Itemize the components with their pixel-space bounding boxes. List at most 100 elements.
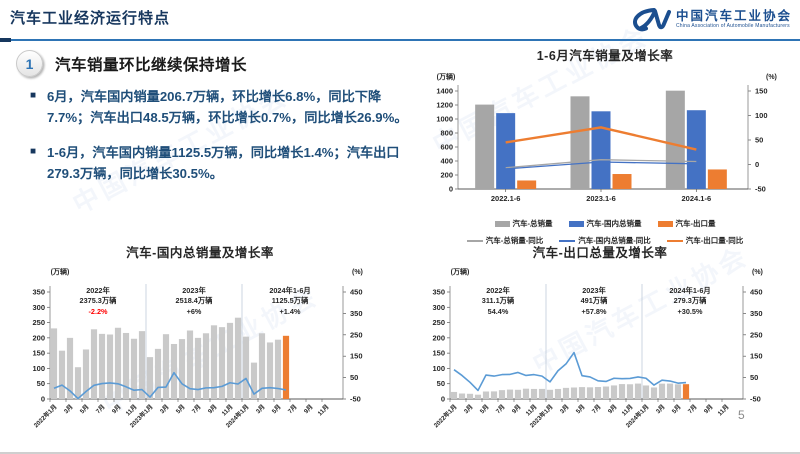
svg-text:11月: 11月 [220, 403, 235, 418]
svg-text:250: 250 [432, 318, 445, 327]
chart-export-monthly: 汽车-出口总量及增长率 0 50 100 150 200 250 300 350 -50 50 15… [404, 242, 796, 444]
legend-item: 汽车-总销量 [494, 218, 553, 230]
svg-text:50: 50 [755, 136, 763, 145]
svg-text:1000: 1000 [436, 115, 453, 124]
svg-text:9月: 9月 [702, 403, 714, 415]
svg-text:5月: 5月 [270, 403, 282, 415]
svg-text:+30.5%: +30.5% [678, 307, 703, 316]
legend-label: 汽车-出口量-同比 [685, 236, 744, 245]
svg-text:0: 0 [449, 185, 453, 194]
svg-text:(万辆): (万辆) [451, 267, 470, 276]
legend-swatch [657, 221, 673, 227]
svg-text:50: 50 [437, 379, 445, 388]
header-divider [0, 39, 800, 41]
section-number-badge: 1 [16, 50, 43, 77]
svg-text:54.4%: 54.4% [488, 307, 509, 316]
svg-text:2024年1-6月: 2024年1-6月 [269, 286, 310, 295]
svg-text:+1.4%: +1.4% [280, 307, 301, 316]
svg-text:200: 200 [440, 171, 453, 180]
svg-text:491万辆: 491万辆 [581, 296, 608, 305]
svg-text:1125.5万辆: 1125.5万辆 [272, 296, 309, 305]
legend-swatch [494, 221, 510, 227]
svg-text:1200: 1200 [436, 101, 453, 110]
svg-text:0: 0 [755, 160, 759, 169]
svg-text:(万辆): (万辆) [437, 72, 456, 81]
svg-text:11月: 11月 [620, 403, 635, 418]
svg-text:5月: 5月 [574, 403, 586, 415]
svg-text:100: 100 [432, 364, 445, 373]
legend-item: 汽车-国内总销量 [568, 218, 642, 230]
svg-text:+6%: +6% [187, 307, 202, 316]
svg-text:150: 150 [350, 352, 363, 361]
svg-text:50: 50 [350, 373, 358, 382]
svg-text:9月: 9月 [510, 403, 522, 415]
chart-title: 汽车-国内总销量及增长率 [126, 246, 274, 260]
svg-text:200: 200 [432, 333, 445, 342]
legend-swatch [559, 240, 576, 242]
svg-text:2022年1月: 2022年1月 [32, 403, 59, 430]
svg-text:3月: 3月 [62, 403, 74, 415]
svg-text:250: 250 [350, 330, 363, 339]
svg-text:3月: 3月 [654, 403, 666, 415]
svg-text:3月: 3月 [558, 403, 570, 415]
legend-item: 汽车-总销量-同比 [466, 235, 544, 247]
chart-canvas: 0 50 100 150 200 250 300 350 -50 50 150 250 350 450 (万… [432, 267, 763, 429]
svg-text:5月: 5月 [670, 403, 682, 415]
svg-text:400: 400 [440, 157, 453, 166]
svg-text:350: 350 [750, 309, 763, 318]
svg-text:9月: 9月 [206, 403, 218, 415]
svg-text:2023年: 2023年 [182, 286, 206, 295]
svg-text:2023.1-6: 2023.1-6 [586, 194, 616, 203]
chart-domestic-monthly: 汽车-国内总销量及增长率 0 50 100 150 200 250 300 350 -50 50 1… [4, 242, 396, 444]
svg-text:2022年: 2022年 [86, 286, 110, 295]
svg-text:+57.8%: +57.8% [582, 307, 607, 316]
bullet-item: 6月，汽车国内销量206.7万辆，环比增长6.8%，同比下降7.7%；汽车出口4… [30, 86, 416, 129]
svg-text:11月: 11月 [524, 403, 539, 418]
svg-text:200: 200 [32, 333, 45, 342]
svg-text:1400: 1400 [436, 87, 453, 96]
svg-text:300: 300 [432, 303, 445, 312]
svg-text:5月: 5月 [478, 403, 490, 415]
page-number: 5 [738, 408, 745, 422]
svg-text:311.1万辆: 311.1万辆 [482, 296, 515, 305]
legend-swatch [666, 240, 683, 242]
svg-text:450: 450 [750, 288, 763, 297]
svg-text:250: 250 [32, 318, 45, 327]
svg-text:-2.2%: -2.2% [88, 307, 108, 316]
svg-text:2024年1-6月: 2024年1-6月 [669, 286, 710, 295]
svg-text:2518.4万辆: 2518.4万辆 [176, 296, 214, 305]
svg-text:300: 300 [32, 303, 45, 312]
legend-label: 汽车-总销量 [512, 219, 553, 228]
legend-label: 汽车-出口量 [675, 219, 716, 228]
svg-text:2375.3万辆: 2375.3万辆 [80, 296, 118, 305]
logo-org-name: 中国汽车工业协会 [675, 9, 792, 24]
svg-text:2023年: 2023年 [582, 286, 606, 295]
legend-item: 汽车-国内总销量-同比 [559, 235, 651, 247]
svg-text:(%): (%) [352, 269, 363, 276]
svg-text:3月: 3月 [254, 403, 266, 415]
svg-text:5月: 5月 [174, 403, 186, 415]
bullet-list: 6月，汽车国内销量206.7万辆，环比增长6.8%，同比下降7.7%；汽车出口4… [30, 86, 416, 198]
svg-text:150: 150 [755, 87, 768, 96]
svg-text:150: 150 [432, 349, 445, 358]
svg-text:2024.1-6: 2024.1-6 [682, 194, 712, 203]
svg-text:100: 100 [755, 111, 768, 120]
chart-canvas: 0 50 100 150 200 250 300 350 -50 50 150 250 350 450 (万… [32, 267, 363, 430]
svg-text:(%): (%) [766, 74, 777, 81]
svg-text:-50: -50 [750, 395, 761, 404]
svg-text:150: 150 [32, 349, 45, 358]
svg-text:9月: 9月 [606, 403, 618, 415]
svg-text:9月: 9月 [302, 403, 314, 415]
svg-text:7月: 7月 [190, 403, 202, 415]
svg-text:11月: 11月 [124, 403, 139, 418]
svg-text:11月: 11月 [716, 403, 731, 418]
legend-label: 汽车-总销量-同比 [485, 236, 544, 245]
svg-text:250: 250 [750, 330, 763, 339]
legend-swatch [568, 221, 584, 227]
caam-logo-icon [627, 5, 671, 35]
svg-text:0: 0 [441, 395, 445, 404]
svg-text:2022.1-6: 2022.1-6 [491, 194, 521, 203]
svg-text:350: 350 [350, 309, 363, 318]
logo-org-name-en: China Association of Automobile Manufact… [675, 23, 790, 30]
